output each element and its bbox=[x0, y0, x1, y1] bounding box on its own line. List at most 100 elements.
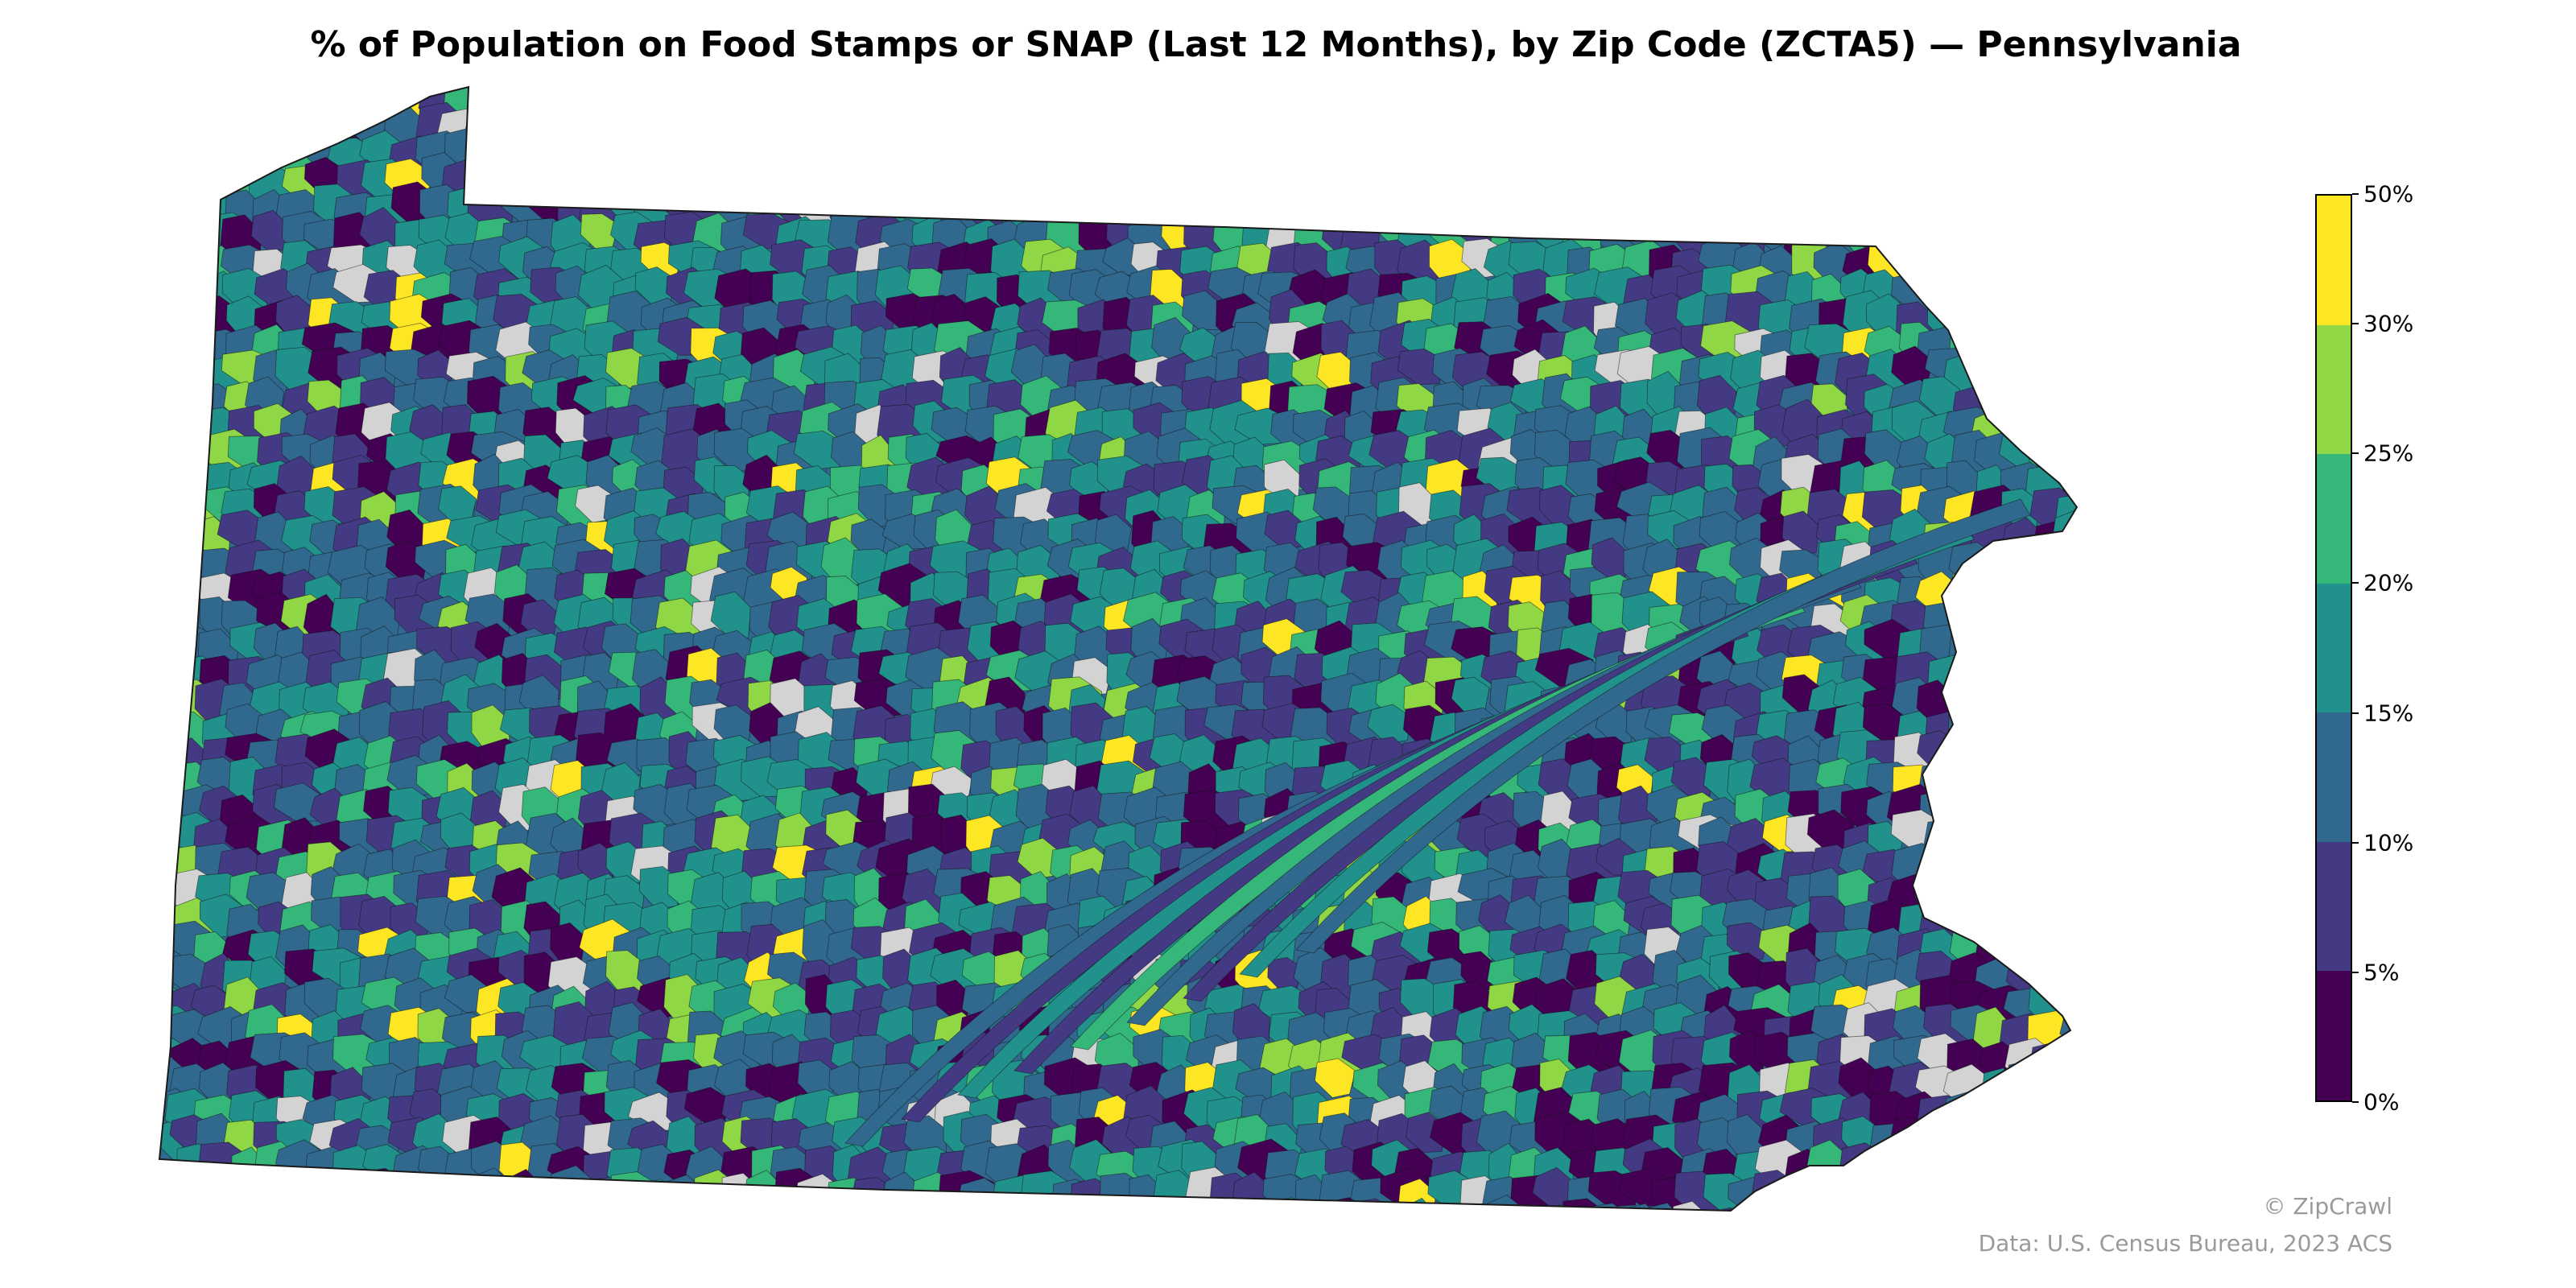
zcta-region bbox=[1733, 188, 1791, 226]
zcta-region bbox=[2092, 924, 2140, 967]
zcta-region bbox=[167, 186, 225, 235]
zcta-region bbox=[2053, 903, 2077, 948]
zcta-region bbox=[1074, 109, 1125, 157]
zcta-region bbox=[1627, 103, 1674, 150]
zcta-region bbox=[159, 510, 181, 555]
zcta-region bbox=[1564, 129, 1604, 177]
zcta-region bbox=[714, 133, 765, 178]
zcta-region bbox=[1588, 162, 1643, 211]
zcta-region bbox=[1976, 1113, 2024, 1167]
zcta-region bbox=[159, 679, 188, 732]
zcta-region bbox=[771, 131, 830, 175]
zcta-region bbox=[2059, 739, 2077, 792]
zcta-region bbox=[1699, 180, 1748, 233]
zcta-region bbox=[1996, 865, 2057, 903]
zcta-region bbox=[1839, 138, 1891, 173]
zcta-region bbox=[1867, 182, 1924, 226]
zcta-region bbox=[333, 1206, 386, 1211]
zcta-region bbox=[605, 133, 645, 173]
colorbar-tick-label: 5% bbox=[2363, 959, 2400, 986]
zcta-region bbox=[1923, 1199, 1966, 1211]
zcta-region bbox=[2086, 132, 2142, 181]
zcta-region bbox=[1978, 847, 2033, 888]
zcta-region bbox=[284, 87, 341, 118]
zcta-region bbox=[1951, 155, 1995, 205]
zcta-region bbox=[1998, 565, 2038, 618]
zcta-region bbox=[171, 214, 220, 252]
zcta-region bbox=[1179, 1196, 1224, 1211]
zcta-region bbox=[2062, 246, 2077, 299]
zcta-region bbox=[2062, 187, 2077, 247]
zcta-region bbox=[167, 156, 224, 210]
zcta-region bbox=[1042, 160, 1082, 200]
zcta-region bbox=[1399, 190, 1443, 240]
zcta-region bbox=[910, 1194, 969, 1211]
zcta-region bbox=[797, 159, 845, 214]
zcta-region bbox=[1563, 190, 1616, 245]
zcta-region bbox=[357, 1167, 407, 1211]
zcta-region bbox=[1154, 109, 1208, 150]
zcta-region bbox=[876, 87, 918, 131]
zcta-region bbox=[1893, 131, 1935, 186]
zcta-region bbox=[1482, 155, 1523, 206]
zcta-region bbox=[225, 1172, 275, 1211]
zcta-region bbox=[991, 157, 1038, 202]
zcta-region bbox=[1073, 125, 1121, 178]
zcta-region bbox=[2059, 1009, 2077, 1050]
zcta-region bbox=[309, 87, 354, 128]
zcta-region bbox=[1839, 1142, 1885, 1187]
zcta-region bbox=[2004, 1038, 2058, 1088]
zcta-region bbox=[1373, 162, 1431, 206]
zcta-region bbox=[1864, 1174, 1905, 1211]
zcta-region bbox=[388, 1199, 445, 1211]
zcta-region bbox=[1294, 162, 1332, 208]
zcta-region bbox=[1432, 129, 1485, 178]
zcta-region bbox=[1015, 132, 1069, 170]
zcta-region bbox=[2028, 590, 2077, 638]
zcta-region bbox=[1041, 87, 1098, 139]
zcta-region bbox=[1045, 130, 1104, 168]
zcta-region bbox=[639, 110, 694, 159]
zcta-region bbox=[2085, 647, 2131, 688]
zcta-region bbox=[1320, 163, 1368, 200]
zcta-region bbox=[2054, 346, 2077, 390]
zcta-region bbox=[2000, 325, 2050, 366]
zcta-region bbox=[1835, 87, 1890, 134]
zcta-region bbox=[1128, 130, 1171, 180]
zcta-region bbox=[1326, 139, 1366, 188]
zcta-region bbox=[280, 107, 321, 145]
zcta-region bbox=[1349, 1198, 1397, 1211]
zcta-region bbox=[1951, 766, 1988, 806]
zcta-region bbox=[2087, 709, 2132, 757]
zcta-region bbox=[1236, 157, 1276, 209]
zcta-region bbox=[2033, 684, 2077, 733]
zcta-region bbox=[313, 1195, 367, 1211]
zcta-region bbox=[1483, 186, 1534, 237]
zcta-region bbox=[769, 107, 807, 148]
zcta-region bbox=[2087, 1038, 2129, 1090]
zcta-region bbox=[1674, 105, 1719, 158]
zcta-region bbox=[2091, 408, 2145, 453]
zcta-region bbox=[1127, 1203, 1176, 1211]
zcta-region bbox=[2027, 1010, 2077, 1064]
zcta-region bbox=[1955, 680, 1996, 734]
zcta-region bbox=[692, 1198, 734, 1211]
zcta-region bbox=[2086, 242, 2141, 282]
zcta-region bbox=[2058, 135, 2077, 191]
zcta-region bbox=[2088, 1058, 2140, 1113]
colorbar-tick-label: 10% bbox=[2363, 829, 2414, 857]
zcta-region bbox=[1461, 194, 1509, 236]
zcta-region bbox=[1422, 162, 1479, 207]
zcta-region bbox=[1263, 87, 1305, 119]
zcta-region bbox=[601, 102, 648, 148]
zcta-region bbox=[159, 564, 192, 608]
zcta-region bbox=[2031, 1143, 2075, 1198]
zcta-region bbox=[1208, 1202, 1253, 1211]
zcta-region bbox=[1262, 1197, 1315, 1211]
zcta-region bbox=[1157, 1196, 1207, 1211]
zcta-region bbox=[2035, 239, 2077, 285]
zcta-region bbox=[1506, 105, 1557, 152]
colorbar-tick bbox=[2352, 712, 2359, 714]
zcta-region bbox=[1295, 107, 1351, 157]
zcta-region bbox=[1705, 1207, 1750, 1211]
